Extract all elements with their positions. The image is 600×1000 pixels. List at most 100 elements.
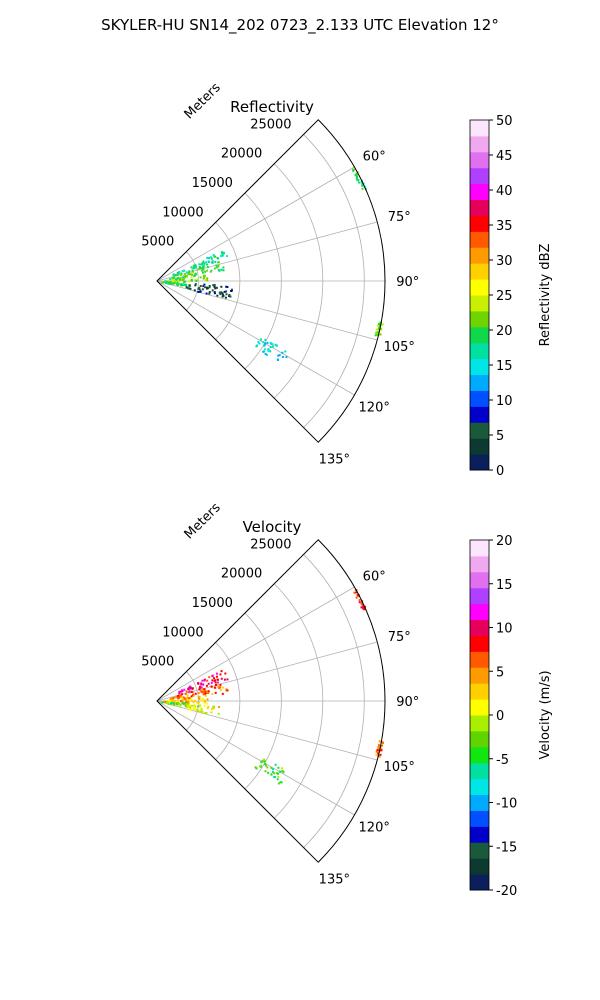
colorbar-tick-label: -15 xyxy=(496,840,517,855)
echo-gate xyxy=(202,690,205,693)
echo-gate xyxy=(186,703,189,706)
echo-gate xyxy=(264,352,267,355)
echo-gate xyxy=(204,279,207,282)
echo-gate xyxy=(189,708,192,711)
echo-gate xyxy=(208,284,211,287)
echo-gate xyxy=(377,323,380,326)
echo-gate xyxy=(353,168,356,171)
range-tick-label: 20000 xyxy=(221,567,262,582)
echo-gate xyxy=(201,271,204,274)
echo-gate xyxy=(183,688,186,691)
colorbar-tick-label: 5 xyxy=(496,665,504,680)
colorbar-swatch xyxy=(470,390,489,407)
echo-gate xyxy=(184,272,187,275)
echo-gate xyxy=(230,288,233,291)
echo-gate xyxy=(217,712,220,715)
colorbar-label: Reflectivity dBZ xyxy=(538,244,553,347)
echo-gate xyxy=(264,770,267,773)
echo-gate xyxy=(375,753,378,756)
echo-gate xyxy=(263,344,266,347)
echo-gate xyxy=(214,691,217,694)
echo-gate xyxy=(190,698,193,701)
echo-gate xyxy=(220,670,223,673)
echo-gate xyxy=(354,174,357,177)
echo-gate xyxy=(380,323,383,326)
echo-gate xyxy=(211,289,214,292)
colorbar-swatch xyxy=(470,310,489,328)
echo-gate xyxy=(356,175,359,178)
echo-gate xyxy=(378,326,381,329)
colorbar-tick-label: 10 xyxy=(496,394,513,409)
colorbar-swatch xyxy=(470,778,489,796)
echo-gate xyxy=(198,288,201,291)
echo-gate xyxy=(210,711,213,714)
echo-gate xyxy=(188,273,191,276)
echo-gate xyxy=(270,766,273,769)
echo-gate xyxy=(177,276,180,279)
echo-gate xyxy=(192,691,195,694)
echo-gate xyxy=(377,744,380,747)
echo-gate xyxy=(194,264,197,267)
echo-gate xyxy=(277,766,280,769)
echo-gate xyxy=(225,293,228,296)
echo-gate xyxy=(193,707,196,710)
echo-gate xyxy=(209,270,212,273)
echo-gate xyxy=(269,350,272,353)
echo-gate xyxy=(165,281,168,284)
echo-gate xyxy=(274,763,277,766)
echo-gate xyxy=(191,687,194,690)
echo-gate xyxy=(258,765,261,768)
echo-gate xyxy=(221,292,224,295)
echo-gate xyxy=(361,603,364,606)
echo-gate xyxy=(204,690,207,693)
echo-gate xyxy=(219,254,222,257)
echo-gate xyxy=(215,675,218,678)
echo-gate xyxy=(374,334,377,337)
echo-gate xyxy=(212,705,215,708)
colorbar-swatch xyxy=(470,358,489,376)
echo-gate xyxy=(279,781,282,784)
echo-gate xyxy=(194,279,197,282)
echo-gate xyxy=(281,769,284,772)
echo-gate xyxy=(379,753,382,756)
echo-gate xyxy=(284,350,287,353)
echo-gate xyxy=(225,689,228,692)
echo-gate xyxy=(221,686,224,689)
echo-gate xyxy=(166,701,169,704)
echo-gate xyxy=(194,692,197,695)
echo-gate xyxy=(212,707,215,710)
echo-gate xyxy=(164,280,167,283)
echo-gate xyxy=(199,276,202,279)
echo-gate xyxy=(206,679,209,682)
azimuth-tick-label: 135° xyxy=(319,872,350,887)
echo-gate xyxy=(199,698,202,701)
echo-gate xyxy=(355,172,358,175)
echo-gate xyxy=(188,697,191,700)
echo-gate xyxy=(178,703,181,706)
echo-gate xyxy=(214,679,217,682)
echo-gate xyxy=(208,291,211,294)
echo-gate xyxy=(216,678,219,681)
echo-gate xyxy=(203,704,206,707)
echo-gate xyxy=(170,283,173,286)
echo-gate xyxy=(185,276,188,279)
echo-gate xyxy=(208,286,211,289)
echo-gate xyxy=(179,277,182,280)
echo-gate xyxy=(172,282,175,285)
echo-gate xyxy=(201,269,204,272)
echo-gate xyxy=(223,290,226,293)
echo-gate xyxy=(170,700,173,703)
colorbar-tick-label: 30 xyxy=(496,254,513,269)
echo-gate xyxy=(198,688,201,691)
echo-gate xyxy=(361,184,364,187)
echo-gate xyxy=(186,694,189,697)
echo-gate xyxy=(197,701,200,704)
echo-gate xyxy=(188,708,191,711)
echo-gate xyxy=(211,674,214,677)
echo-gate xyxy=(200,683,203,686)
echo-gate xyxy=(193,699,196,702)
echo-gate xyxy=(378,325,381,328)
echo-gate xyxy=(226,678,229,681)
echo-gate xyxy=(213,686,216,689)
echo-gate xyxy=(190,699,193,702)
